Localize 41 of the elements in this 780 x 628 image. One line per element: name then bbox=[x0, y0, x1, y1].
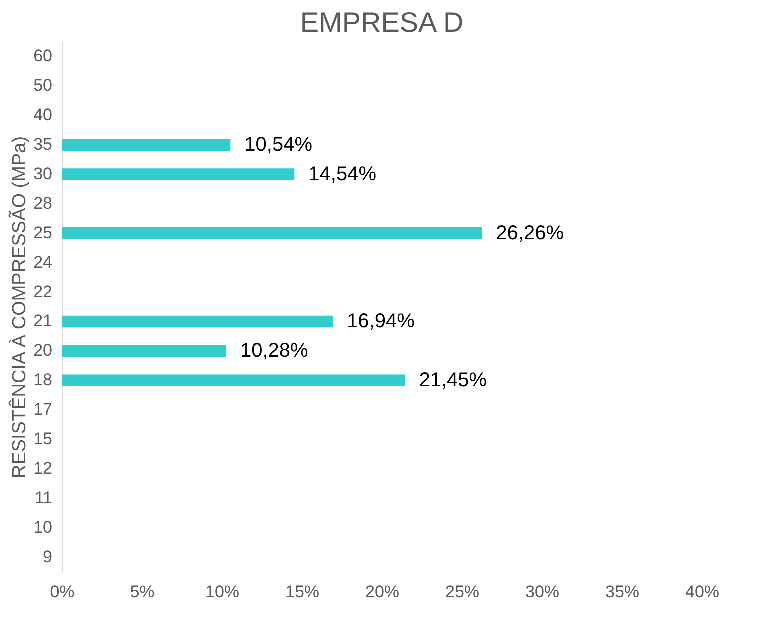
y-tick-label: 40 bbox=[34, 106, 52, 125]
data-label: 16,94% bbox=[347, 310, 416, 333]
bar bbox=[62, 316, 334, 328]
y-axis-title: RESISTÊNCIA À COMPRESSÃO (MPa) bbox=[8, 136, 31, 479]
x-tick-label: 5% bbox=[130, 582, 155, 602]
x-tick-label: 35% bbox=[605, 582, 640, 602]
x-tick-label: 10% bbox=[205, 582, 240, 602]
y-tick-label: 25 bbox=[34, 223, 52, 242]
y-tick-label: 22 bbox=[34, 282, 52, 302]
x-tick-label: 25% bbox=[445, 582, 480, 602]
y-tick-label: 9 bbox=[43, 547, 52, 566]
y-tick-label: 60 bbox=[34, 46, 52, 66]
data-label: 26,26% bbox=[496, 222, 564, 244]
y-tick-label: 35 bbox=[34, 135, 52, 154]
x-tick-label: 40% bbox=[685, 582, 720, 602]
y-tick-label: 20 bbox=[34, 341, 52, 360]
x-tick-label: 30% bbox=[525, 582, 560, 602]
y-tick-label: 30 bbox=[34, 164, 52, 184]
y-tick-label: 21 bbox=[34, 312, 52, 331]
bar bbox=[62, 139, 231, 151]
y-tick-label: 18 bbox=[34, 370, 52, 390]
y-tick-label: 12 bbox=[34, 458, 52, 478]
y-tick-label: 17 bbox=[34, 400, 52, 420]
data-label: 10,54% bbox=[244, 134, 313, 156]
bar bbox=[62, 374, 406, 386]
bar bbox=[62, 345, 226, 358]
y-tick-label: 24 bbox=[34, 252, 52, 272]
bar bbox=[62, 168, 295, 180]
data-label: 21,45% bbox=[419, 370, 488, 392]
y-tick-label: 11 bbox=[34, 488, 52, 508]
x-tick-label: 0% bbox=[50, 582, 75, 602]
y-tick-label: 50 bbox=[34, 76, 52, 96]
bar bbox=[62, 228, 482, 240]
y-tick-label: 28 bbox=[34, 194, 52, 213]
y-tick-label: 10 bbox=[34, 518, 52, 537]
x-tick-label: 20% bbox=[365, 582, 400, 602]
data-label: 10,28% bbox=[240, 340, 309, 362]
y-tick-label: 15 bbox=[34, 430, 52, 448]
x-tick-label: 15% bbox=[285, 582, 320, 602]
chart-title: EMPRESA D bbox=[300, 7, 464, 38]
data-label: 14,54% bbox=[308, 164, 377, 186]
